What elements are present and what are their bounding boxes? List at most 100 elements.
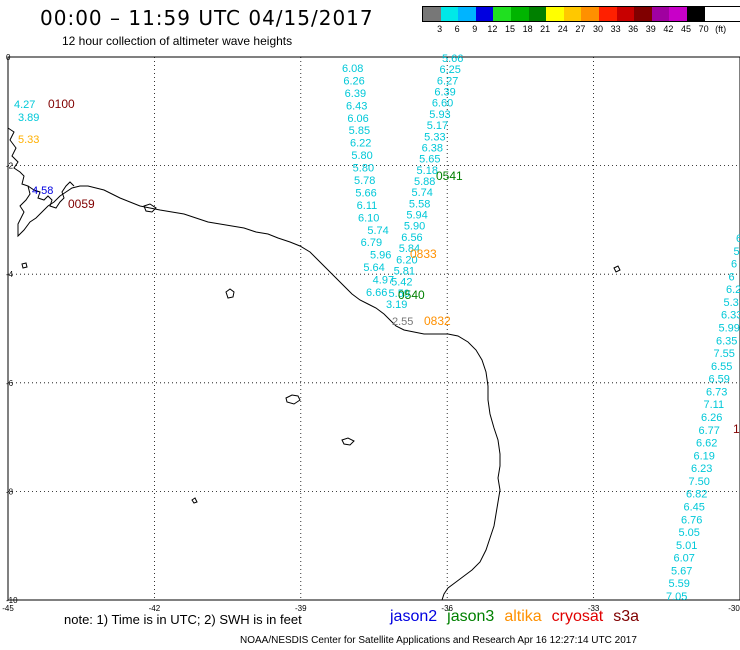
wave-value-track-c: 7.11 [704,399,725,411]
wave-value-track-b: 5.94 [406,210,427,222]
legend-unit: (ft) [715,24,727,34]
wave-value-track-a: 5.80 [351,150,372,162]
satellite-name: altika [504,608,542,625]
wave-value-track-b: 5.81 [394,265,415,277]
page-subtitle: 12 hour collection of altimeter wave hei… [62,34,293,48]
legend-swatch [528,7,547,21]
wave-value-track-a: 6.79 [361,237,382,249]
wave-value-track-c: 6.35 [716,335,737,347]
wave-value-track-b: 6.56 [401,232,422,244]
wave-value-track-b: 5.74 [411,187,432,199]
wave-value-track-a: 6.39 [345,88,366,100]
wave-value-grey: 2.55 [392,316,413,328]
y-tick-label: -4 [6,270,14,279]
legend-swatch [475,7,494,21]
legend-label: 70 [698,24,709,34]
legend-swatch [493,7,511,21]
wave-value-track-b: 5.84 [399,243,420,255]
legend-label: 36 [628,24,639,34]
satellite-name: cryosat [551,608,604,625]
legend-swatch [546,7,564,21]
wave-value-track-b: 6.27 [437,75,458,87]
x-tick-label: -42 [149,604,161,613]
wave-value-track-b: 6.60 [432,98,453,110]
wave-value-track-c: 6 [736,233,740,245]
island-4 [143,203,157,213]
legend-swatches [422,6,740,22]
wave-height-values: 6.086.266.396.436.065.856.225.805.805.78… [14,53,740,603]
wave-value-track-a: 5.66 [355,187,376,199]
wave-value-track-a: 5.85 [349,125,370,137]
pass-time-label: 0059 [68,197,95,211]
wave-value-track-a: 6.43 [346,100,367,112]
wave-value-track-a: 5.78 [354,175,375,187]
wave-value-track-b: 5.65 [419,154,440,166]
wave-value-west: 4.58 [32,185,53,197]
legend-swatch [616,7,635,21]
axis-ticks: -45 -42 -39 -36 -33 -30 0 -2 -4 -6 -8 -10 [2,53,740,613]
footer-note: note: 1) Time is in UTC; 2) SWH is in fe… [64,612,302,627]
wave-value-track-a: 4.97 [373,275,394,287]
wave-value-track-a: 5.64 [363,262,384,274]
x-tick-label: -45 [2,604,14,613]
legend-swatch [598,7,617,21]
wave-value-track-c: 6 [729,271,735,283]
wave-value-track-a: 6.22 [350,138,371,150]
wave-value-track-a: 6.11 [357,200,378,212]
wave-value-track-a: 6.66 [366,287,387,299]
y-tick-label: -10 [6,596,18,605]
legend-swatch [634,7,652,21]
island-3 [341,437,355,446]
wave-value-track-c: 6.82 [686,489,707,501]
wave-value-track-c: 6.73 [706,386,727,398]
wave-value-west: 5.33 [18,134,39,146]
legend-swatch [440,7,459,21]
legend-label: 30 [592,24,604,34]
island-2 [285,394,301,405]
wave-value-track-c: 6.23 [691,463,712,475]
wave-value-track-c: 6.33 [721,310,740,322]
legend-label: 15 [504,24,516,34]
wave-value-track-c: 7.50 [689,476,710,488]
wave-value-track-a: 5.80 [353,163,374,175]
wave-value-track-c: 6 [731,259,737,271]
y-tick-label: -2 [6,162,14,171]
satellite-name: jason3 [447,608,495,625]
map-frame [7,56,740,601]
island-7 [21,262,28,269]
wave-value-track-b: 5.90 [404,221,425,233]
legend-label: 9 [472,24,478,34]
wave-value-track-c: 6.45 [684,502,705,514]
wave-value-west: 4.27 [14,99,35,111]
x-tick-label: -39 [295,604,307,613]
color-legend: 3 6 9 12 15 18 21 24 27 30 33 36 39 42 45 70 (ft) [422,6,740,36]
wave-value-west: 3.89 [18,112,39,124]
legend-label: 42 [663,24,674,34]
satellite-name: jason2 [390,608,438,625]
wave-value-track-b: 5.18 [417,165,438,177]
wave-value-track-c: 5 [734,246,740,258]
wave-value-track-b: 3.19 [386,299,407,311]
wave-value-track-c: 6.59 [709,374,730,386]
wave-value-track-c: 7.05 [666,591,687,603]
wave-value-track-a: 6.08 [342,63,363,75]
island-6 [191,497,198,504]
pass-time-label: 0540 [398,288,425,302]
island-1 [225,288,235,299]
legend-swatch [669,7,687,21]
wave-value-track-c: 6.77 [699,425,720,437]
legend-label: 21 [540,24,551,34]
coast-detail-west [27,181,75,209]
wave-value-track-b: 5.66 [442,53,463,65]
coastline [7,127,501,601]
wave-value-track-b: 5.58 [409,198,430,210]
pass-time-label: 0833 [410,247,437,261]
wave-value-track-c: 6.76 [681,514,702,526]
pass-time-label: 0541 [436,169,463,183]
island-5 [613,265,621,273]
wave-value-track-c: 5.01 [676,540,697,552]
x-tick-label: -33 [588,604,600,613]
wave-value-track-a: 6.10 [358,212,379,224]
wave-value-track-c: 6.19 [694,450,715,462]
